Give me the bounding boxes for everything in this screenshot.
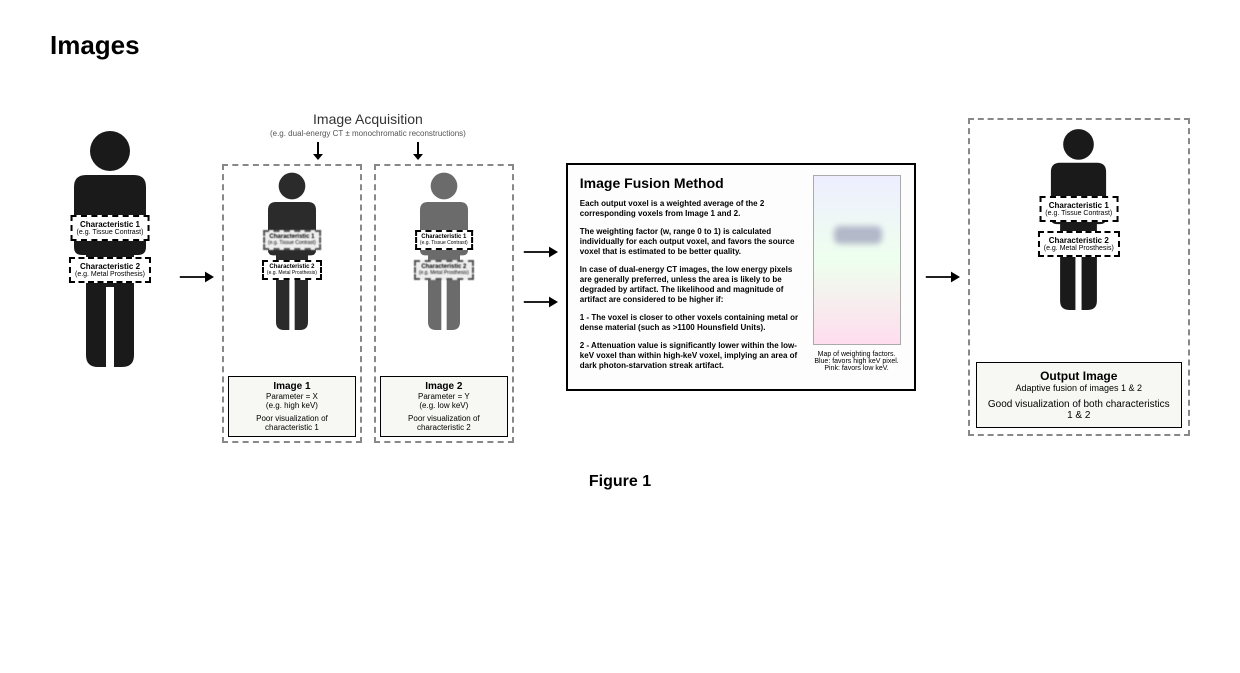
image1-char2: Characteristic 2 (e.g. Metal Prosthesis)	[262, 260, 322, 280]
label: Characteristic 1	[1049, 201, 1109, 210]
acq-title: Image Acquisition	[313, 111, 423, 127]
weight-map-blob	[834, 226, 882, 244]
down-arrow-icon	[311, 142, 325, 160]
input-silhouette: Characteristic 1 (e.g. Tissue Contrast) …	[50, 127, 170, 427]
caption-head: Image 1	[235, 381, 349, 392]
caption-param: Parameter = X	[235, 392, 349, 401]
char2-title: Characteristic 2	[80, 262, 140, 271]
fusion-p1: Each output voxel is a weighted average …	[580, 199, 802, 219]
fusion-text: Image Fusion Method Each output voxel is…	[580, 175, 802, 379]
label-sub: (e.g. Tissue Contrast)	[1045, 210, 1112, 217]
caption-eg: (e.g. high keV)	[235, 401, 349, 410]
fusion-p3: In case of dual-energy CT images, the lo…	[580, 265, 802, 305]
fusion-p5: 2 - Attenuation value is significantly l…	[580, 341, 802, 371]
label-sub: (e.g. Metal Prosthesis)	[419, 270, 469, 276]
fusion-panel: Image Fusion Method Each output voxel is…	[566, 163, 916, 391]
caption-note: Poor visualization of characteristic 1	[235, 414, 349, 432]
caption-head: Output Image	[985, 369, 1173, 383]
diagram-row: Characteristic 1 (e.g. Tissue Contrast) …	[50, 111, 1190, 443]
page-title: Images	[50, 30, 1190, 61]
char1-label: Characteristic 1 (e.g. Tissue Contrast)	[71, 215, 150, 241]
image1-char1: Characteristic 1 (e.g. Tissue Contrast)	[263, 230, 321, 250]
image2-char1: Characteristic 1 (e.g. Tissue Contrast)	[415, 230, 473, 250]
image1-silhouette: Characteristic 1 (e.g. Tissue Contrast) …	[247, 170, 337, 370]
image1-caption: Image 1 Parameter = X (e.g. high keV) Po…	[228, 376, 356, 437]
caption-eg: (e.g. low keV)	[387, 401, 501, 410]
image1-box: Characteristic 1 (e.g. Tissue Contrast) …	[222, 164, 362, 443]
caption-sub: Adaptive fusion of images 1 & 2	[985, 383, 1173, 393]
arrow-icon	[924, 267, 960, 287]
output-col: Characteristic 1 (e.g. Tissue Contrast) …	[968, 118, 1190, 436]
label: Characteristic 2	[1049, 236, 1109, 245]
weight-map	[813, 175, 901, 345]
image2-silhouette: Characteristic 1 (e.g. Tissue Contrast) …	[399, 170, 489, 370]
char1-title: Characteristic 1	[80, 220, 140, 229]
image2-char2: Characteristic 2 (e.g. Metal Prosthesis)	[414, 260, 474, 280]
image2-box: Characteristic 1 (e.g. Tissue Contrast) …	[374, 164, 514, 443]
arrow-icon	[522, 242, 558, 262]
char2-label: Characteristic 2 (e.g. Metal Prosthesis)	[69, 257, 151, 283]
input-silhouette-col: Characteristic 1 (e.g. Tissue Contrast) …	[50, 127, 170, 427]
output-silhouette: Characteristic 1 (e.g. Tissue Contrast) …	[1026, 126, 1131, 356]
label-sub: (e.g. Metal Prosthesis)	[267, 270, 317, 276]
fusion-title: Image Fusion Method	[580, 175, 802, 191]
image2-caption: Image 2 Parameter = Y (e.g. low keV) Poo…	[380, 376, 508, 437]
caption-note: Good visualization of both characteristi…	[985, 399, 1173, 421]
fusion-p2: The weighting factor (w, range 0 to 1) i…	[580, 227, 802, 257]
caption-note: Poor visualization of characteristic 2	[387, 414, 501, 432]
figure-label: Figure 1	[50, 473, 1190, 491]
caption-param: Parameter = Y	[387, 392, 501, 401]
output-caption: Output Image Adaptive fusion of images 1…	[976, 362, 1182, 428]
acq-subtitle: (e.g. dual-energy CT ± monochromatic rec…	[270, 129, 466, 138]
label-sub: (e.g. Tissue Contrast)	[420, 240, 468, 246]
arrow-icon	[178, 267, 214, 287]
down-arrow-icon	[411, 142, 425, 160]
acq-down-arrows	[268, 142, 468, 160]
acq-boxes: Characteristic 1 (e.g. Tissue Contrast) …	[222, 164, 514, 443]
char1-sub: (e.g. Tissue Contrast)	[77, 229, 144, 236]
caption-head: Image 2	[387, 381, 501, 392]
output-char2: Characteristic 2 (e.g. Metal Prosthesis)	[1038, 231, 1120, 257]
label-sub: (e.g. Metal Prosthesis)	[1044, 245, 1114, 252]
char2-sub: (e.g. Metal Prosthesis)	[75, 271, 145, 278]
weight-map-col: Map of weighting factors. Blue: favors h…	[812, 175, 902, 379]
label-sub: (e.g. Tissue Contrast)	[268, 240, 316, 246]
arrow-stack	[522, 242, 558, 312]
acquisition-group: Image Acquisition (e.g. dual-energy CT ±…	[222, 111, 514, 443]
arrow-icon	[522, 292, 558, 312]
fusion-p4: 1 - The voxel is closer to other voxels …	[580, 313, 802, 333]
output-char1: Characteristic 1 (e.g. Tissue Contrast)	[1039, 196, 1118, 222]
weight-map-caption: Map of weighting factors. Blue: favors h…	[812, 351, 902, 372]
